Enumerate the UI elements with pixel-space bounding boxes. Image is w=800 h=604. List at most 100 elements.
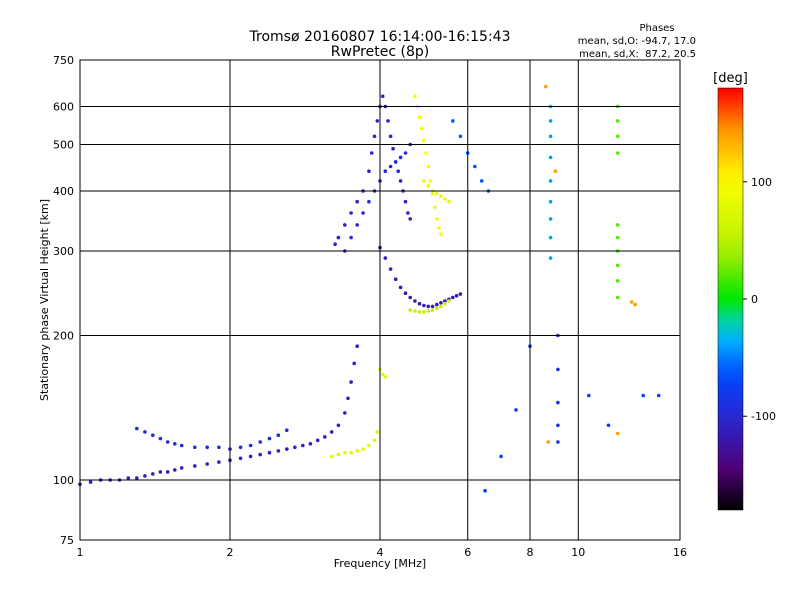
data-point	[403, 291, 408, 296]
phase-summary-o: mean, sd,O: -94.7, 17.0	[578, 36, 696, 47]
data-point	[615, 295, 620, 300]
data-point	[329, 454, 334, 459]
data-point	[383, 256, 388, 260]
data-point	[656, 393, 661, 398]
data-point	[135, 476, 139, 480]
data-point	[546, 440, 550, 444]
data-point	[352, 361, 357, 366]
data-point	[548, 199, 553, 204]
data-point	[454, 294, 459, 298]
data-point	[258, 452, 263, 457]
trace-8	[422, 179, 451, 204]
data-point	[329, 430, 334, 434]
data-point	[308, 442, 313, 446]
title-block: Tromsø 20160807 16:14:00-16:15:43 RwPret…	[249, 29, 511, 60]
data-point	[543, 84, 548, 89]
data-point	[422, 303, 426, 308]
data-point	[629, 300, 634, 304]
data-point	[361, 211, 365, 215]
data-point	[336, 423, 341, 428]
data-point	[336, 235, 341, 240]
data-point	[443, 299, 447, 303]
data-point	[615, 134, 620, 139]
data-point	[315, 438, 320, 443]
data-point	[248, 443, 253, 448]
data-point	[615, 235, 620, 240]
chart-subtitle: RwPretec (8p)	[331, 44, 429, 60]
data-point	[479, 179, 484, 183]
data-point	[432, 205, 437, 210]
data-point	[179, 466, 184, 470]
data-point	[375, 119, 380, 123]
data-point	[343, 411, 347, 415]
data-point	[556, 400, 560, 405]
data-point	[372, 134, 377, 139]
data-point	[403, 199, 408, 204]
data-point	[428, 179, 433, 183]
data-point	[615, 279, 620, 283]
trace-11	[556, 333, 560, 444]
trace-6	[408, 299, 451, 314]
data-point	[143, 474, 147, 478]
data-point	[143, 430, 147, 434]
data-point	[367, 169, 371, 173]
data-point	[451, 295, 455, 300]
trace-9	[451, 119, 491, 193]
data-point	[349, 235, 353, 240]
trace-12	[615, 104, 620, 300]
data-point	[285, 428, 289, 433]
data-point	[336, 452, 341, 457]
data-point	[443, 301, 447, 306]
data-point	[367, 443, 371, 448]
data-point	[285, 447, 289, 451]
data-point	[173, 442, 177, 446]
data-point	[413, 94, 417, 99]
data-point	[417, 115, 422, 119]
data-point	[151, 472, 155, 476]
data-point	[439, 194, 443, 199]
data-point	[158, 470, 163, 474]
data-point	[408, 295, 413, 300]
data-point	[426, 184, 431, 188]
x-tick-label: 8	[527, 546, 534, 559]
y-axis-label: Stationary phase Virtual Height [km]	[38, 199, 51, 401]
data-point	[372, 438, 377, 443]
y-tick-label: 100	[53, 474, 74, 487]
data-point	[135, 426, 139, 431]
data-point	[615, 263, 620, 268]
data-point	[615, 119, 620, 123]
data-point	[248, 454, 253, 459]
data-point	[430, 304, 435, 309]
x-tick-label: 10	[571, 546, 585, 559]
data-point	[355, 449, 360, 453]
data-point	[606, 423, 611, 428]
data-point	[193, 445, 197, 450]
chart-title: Tromsø 20160807 16:14:00-16:15:43	[249, 29, 511, 45]
data-point	[361, 447, 365, 451]
trace-10	[548, 104, 553, 260]
data-point	[556, 367, 560, 372]
data-point	[458, 134, 463, 139]
data-point	[548, 256, 553, 260]
data-point	[473, 164, 477, 169]
axes: 1 2 4 6 8 10 16 75 100 200 300 400 500 600 750	[53, 54, 687, 559]
trace-0	[78, 344, 360, 487]
trace-14	[543, 84, 637, 444]
trace-1	[135, 426, 289, 451]
data-point	[393, 277, 398, 282]
data-point	[615, 151, 620, 155]
data-point	[548, 217, 553, 221]
data-point	[355, 344, 360, 349]
data-point	[553, 169, 558, 173]
data-point	[333, 242, 337, 246]
data-point	[343, 223, 347, 227]
data-point	[514, 408, 518, 412]
data-point	[380, 94, 385, 99]
data-point	[386, 119, 390, 123]
data-point	[435, 191, 439, 196]
data-point	[396, 169, 401, 173]
data-point	[383, 169, 388, 173]
data-point	[258, 440, 263, 444]
